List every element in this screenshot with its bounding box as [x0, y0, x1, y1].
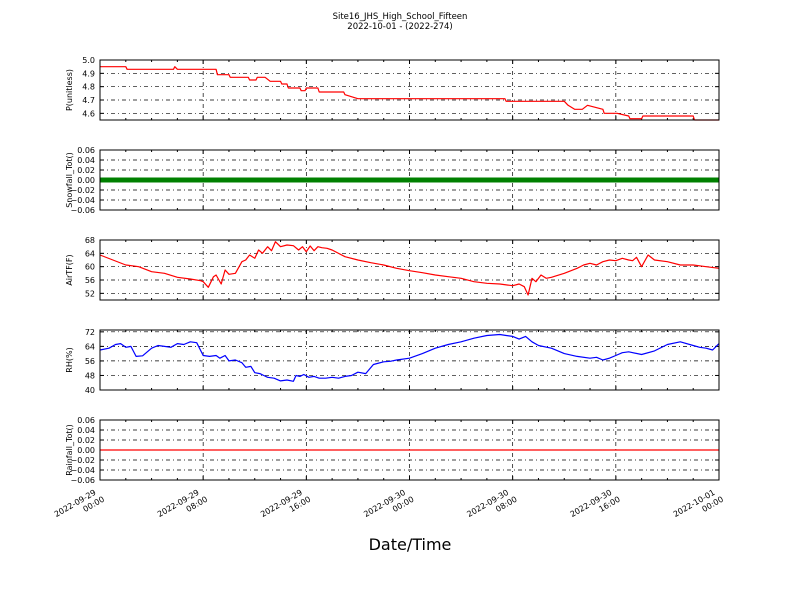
y-tick-label: 68	[85, 236, 95, 245]
panel-frame	[99, 59, 720, 121]
x-tick-label: 2022-09-3008:00	[465, 486, 518, 528]
y-axis-label: P(unitless)	[65, 69, 74, 111]
y-tick-label: −0.02	[70, 456, 95, 465]
y-tick-label: 0.02	[77, 166, 95, 175]
panel-frame	[99, 239, 720, 301]
y-tick-label: −0.04	[70, 196, 95, 205]
y-axis-label: AirTF(F)	[65, 254, 74, 285]
y-tick-label: 64	[85, 249, 95, 258]
y-tick-label: 72	[85, 328, 95, 337]
y-tick-label: −0.02	[70, 186, 95, 195]
y-tick-label: 48	[85, 371, 95, 380]
x-tick-labels: 2022-09-2900:00 2022-09-2908:00 2022-09-29…	[53, 486, 725, 528]
panel-3: 68 64 60 56 52 AirTF(F)	[65, 236, 720, 301]
y-tick-label: 0.02	[77, 436, 95, 445]
chart-title: Site16_JHS_High_School_Fifteen	[333, 12, 468, 22]
series-line-1	[100, 66, 719, 121]
x-tick-label: 2022-10-0100:00	[672, 486, 725, 528]
y-tick-label: −0.04	[70, 466, 95, 475]
panel-1: 5.0 4.9 4.8 4.7 4.6 P(unitless)	[65, 56, 720, 121]
panel-5: 0.060.040.020.00−0.02−0.04−0.06Rainfall_…	[65, 416, 720, 485]
y-axis-label: RH(%)	[65, 347, 74, 372]
y-tick-label: 52	[85, 289, 95, 298]
x-tick-label: 2022-09-2916:00	[259, 486, 312, 528]
x-tick-label: 2022-09-3016:00	[569, 486, 622, 528]
panel-frame	[99, 419, 720, 481]
x-tick-label: 2022-09-2908:00	[156, 486, 209, 528]
y-tick-label: −0.06	[70, 476, 95, 485]
y-tick-label: 4.6	[82, 109, 95, 118]
panel-2: 0.060.040.020.00−0.02−0.04−0.06Snowfall_…	[65, 146, 720, 215]
y-tick-label: 56	[85, 276, 95, 285]
y-tick-label: 60	[85, 263, 95, 272]
chart-subtitle: 2022-10-01 - (2022-274)	[347, 22, 452, 32]
series-line-4	[99, 333, 720, 382]
y-tick-label: 40	[85, 386, 95, 395]
y-axis-label: Rainfall_Tot()	[65, 424, 74, 476]
y-tick-label: −0.06	[70, 206, 95, 215]
y-tick-label: 4.7	[82, 96, 95, 105]
panels-group: 5.04.94.84.74.6P(unitless)0.060.040.020.…	[65, 56, 720, 485]
series-line-3	[99, 241, 720, 296]
y-tick-label: 0.00	[77, 446, 95, 455]
y-tick-label: 0.04	[77, 426, 95, 435]
x-tick-label: 2022-09-3000:00	[362, 486, 415, 528]
panel-frame	[99, 329, 720, 391]
y-tick-label: 4.9	[82, 69, 95, 78]
y-tick-label: 56	[85, 357, 95, 366]
x-tick-label: 2022-09-2900:00	[53, 486, 106, 528]
y-tick-label: 0.06	[77, 146, 95, 155]
y-tick-label: 0.04	[77, 156, 95, 165]
y-axis-label: Snowfall_Tot()	[65, 152, 74, 208]
panel-4: 72 64 56 48 40 RH(%)	[65, 328, 720, 395]
y-tick-label: 5.0	[82, 56, 95, 65]
y-tick-label: 0.00	[77, 176, 95, 185]
y-tick-label: 0.06	[77, 416, 95, 425]
panel-frame	[99, 149, 720, 211]
y-tick-label: 4.8	[82, 83, 95, 92]
x-axis-label: Date/Time	[369, 535, 452, 554]
y-tick-label: 64	[85, 342, 95, 351]
